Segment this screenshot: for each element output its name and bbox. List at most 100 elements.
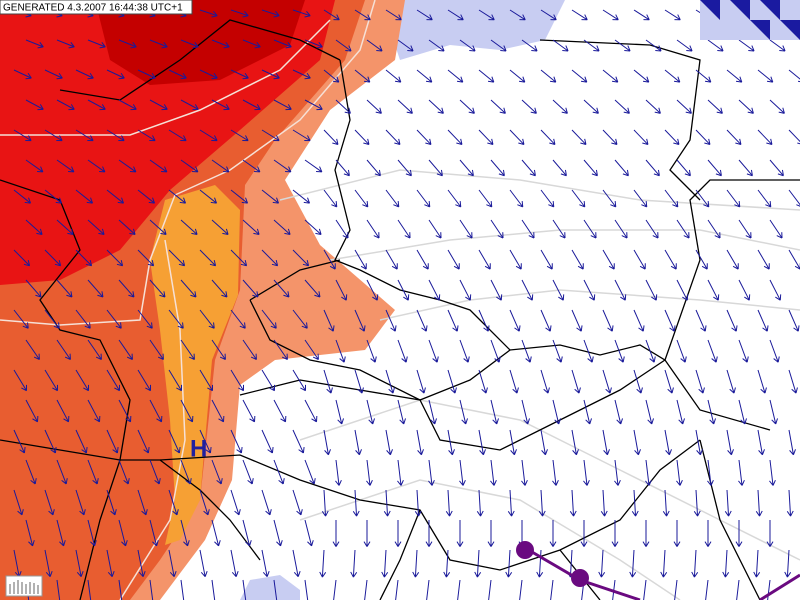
wind-arrow [769,99,785,114]
wind-arrow [273,459,285,485]
wind-arrow [397,219,411,239]
wind-arrow [428,219,442,239]
wind-arrow [583,39,600,52]
wind-arrow [87,339,102,360]
wind-arrow [443,549,451,578]
wind-arrow [695,69,712,83]
wind-arrow [180,399,194,423]
wind-arrow [521,99,537,114]
wind-arrow [323,369,333,394]
wind-arrow [726,309,738,332]
wind-arrow [383,489,391,517]
wind-arrow [118,159,137,173]
wind-arrow [447,309,459,332]
wind-arrow [230,429,243,454]
wind-arrow [180,279,197,298]
wind-arrow [676,339,687,363]
wind-arrow [323,429,331,456]
wind-arrow [571,189,586,208]
wind-arrow [509,429,517,456]
front-symbol [571,569,589,587]
wind-arrow [273,399,287,423]
wind-arrow [447,249,460,270]
wind-arrow [676,459,683,486]
wind-arrow [459,279,472,301]
wind-arrow [230,549,239,578]
wind-arrow [549,520,557,547]
wind-arrow [695,189,710,208]
wind-arrow [629,549,637,578]
wind-arrow [304,339,319,360]
wind-arrow [602,369,612,394]
wind-arrow [478,249,491,270]
wind-arrow [273,159,292,173]
wind-arrow [13,369,28,392]
wind-arrow [571,9,588,21]
wind-arrow [292,549,301,578]
wind-arrow [25,399,39,423]
wind-arrow [381,549,389,578]
wind-arrow [75,429,88,454]
wind-arrow [521,219,535,239]
wind-arrow [478,429,486,456]
wind-arrow [118,399,132,423]
wind-arrow [230,129,249,142]
wind-arrow [395,579,399,600]
wind-arrow [416,249,429,270]
wind-arrow [292,369,307,392]
wind-arrow [738,39,755,52]
wind-arrow [614,159,629,177]
wind-arrow [149,339,164,360]
wind-arrow [56,579,61,600]
wind-arrow [583,99,599,114]
wind-arrow [106,129,125,142]
wind-arrow [645,399,654,425]
wind-arrow [633,369,643,394]
wind-arrow [614,459,621,486]
wind-arrow [273,339,288,360]
wind-arrow [633,69,650,83]
timestamp: GENERATED 4.3.2007 16:44:38 UTC+1 [3,3,183,14]
wind-arrow [242,279,259,298]
wind-arrow [242,339,257,360]
wind-arrow [645,219,659,239]
wind-arrow [614,99,630,114]
wind-arrow [509,309,521,332]
wind-arrow [149,99,168,111]
wind-arrow [75,69,94,80]
wind-arrow [25,279,42,298]
wind-arrow [273,99,292,111]
wind-arrow [536,549,544,578]
wind-arrow [137,189,156,204]
wind-arrow [87,39,106,49]
wind-arrow [769,159,784,177]
wind-arrow [168,549,177,578]
wind-arrow [633,189,648,208]
wind-arrow [304,279,321,298]
wind-arrow [705,579,709,600]
wind-arrow [149,219,167,235]
wind-arrow [397,99,413,114]
front-symbol [516,541,534,559]
wind-arrow [199,189,218,204]
wind-arrow [354,69,371,83]
wind-arrow [571,309,583,332]
wind-arrow [786,489,794,517]
wind-arrow [447,9,464,21]
wind-arrow [261,369,276,392]
wind-arrow [211,159,230,173]
wind-arrow [180,99,199,111]
wind-arrow [664,309,676,332]
wind-arrow [459,459,466,486]
wind-arrow [44,489,55,516]
wind-arrow [445,489,453,517]
wind-arrow [509,369,519,394]
wind-arrow [354,309,366,332]
contour [119,239,186,600]
wind-arrow [385,9,402,21]
wind-arrow [106,429,119,454]
wind-arrow [149,579,154,600]
wind-arrow [211,519,221,547]
wind-arrow [614,39,631,52]
wind-arrow [645,39,662,52]
